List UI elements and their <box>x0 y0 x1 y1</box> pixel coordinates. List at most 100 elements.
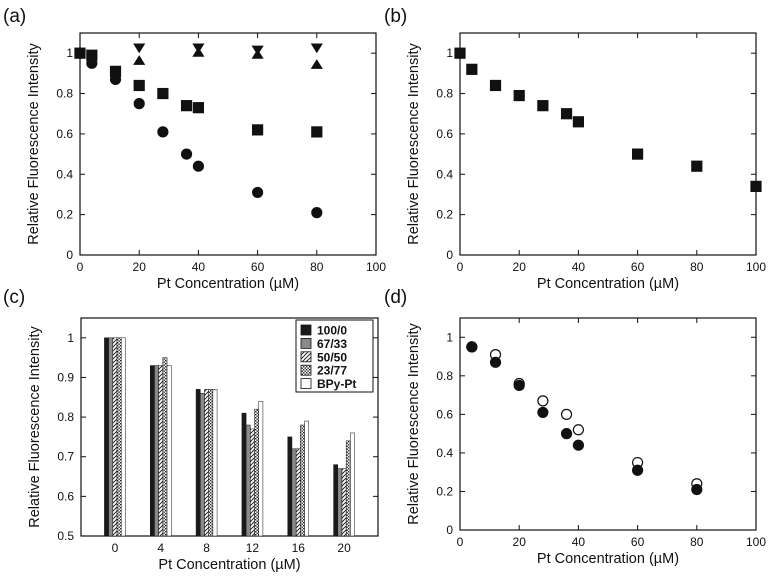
data-point-circle <box>86 57 98 69</box>
data-point-circle <box>180 148 193 160</box>
x-tick-label: 12 <box>246 541 260 555</box>
data-point-circle <box>109 73 122 86</box>
legend-label: 23/77 <box>317 364 347 378</box>
bar <box>208 389 214 537</box>
data-point-square <box>631 148 644 160</box>
y-tick-label: 0.9 <box>57 370 74 384</box>
bar <box>333 464 339 537</box>
bar <box>120 337 126 537</box>
x-tick-label: 80 <box>690 535 704 549</box>
bar <box>295 448 301 537</box>
data-point-triangle-up <box>192 47 205 57</box>
y-tick-label: 0.6 <box>436 127 453 141</box>
x-tick-label: 60 <box>631 260 645 274</box>
x-tick-label: 80 <box>690 260 704 274</box>
data-point-circle <box>513 379 525 392</box>
data-point-square <box>133 79 145 92</box>
panel-label: (d) <box>384 287 407 308</box>
data-point-square <box>180 100 193 112</box>
plot-frame <box>80 317 379 537</box>
chart-layer: (a) Pt Concentration (µM) Relative Fluores… <box>3 6 766 573</box>
bar <box>300 424 305 537</box>
bar <box>116 337 122 537</box>
x-tick-label: 60 <box>631 535 645 549</box>
legend-swatch <box>300 378 312 390</box>
data-point-circle <box>691 483 703 496</box>
data-point-circle <box>133 98 145 110</box>
y-axis-label: Relative Fluorescence Intensity <box>27 326 43 528</box>
legend-label: 100/0 <box>317 324 347 338</box>
plot-frame <box>459 32 757 256</box>
bar <box>245 424 251 537</box>
data-point-square <box>691 160 703 172</box>
data-point-circle <box>537 395 549 407</box>
panel-label: (a) <box>3 6 26 27</box>
data-point-circle <box>572 439 585 451</box>
x-tick-label: 100 <box>366 260 386 274</box>
bar <box>241 412 247 537</box>
data-point-square <box>157 87 169 100</box>
legend-swatch <box>300 337 312 349</box>
chart-panel-a: (a) Pt Concentration (µM) Relative Fluores… <box>3 6 386 292</box>
y-tick-label: 0.8 <box>56 87 73 101</box>
legend-label: BPy-Pt <box>317 377 356 391</box>
x-axis-label: Pt Concentration (µM) <box>158 557 300 573</box>
x-tick-label: 100 <box>746 535 766 549</box>
data-point-circle <box>311 207 323 219</box>
bar <box>350 432 355 537</box>
data-point-circle <box>252 186 264 199</box>
plot-frame <box>459 317 757 531</box>
data-point-triangle-up <box>251 49 264 59</box>
bar <box>304 420 309 537</box>
data-point-circle <box>157 126 169 138</box>
bar <box>287 436 293 537</box>
data-point-circle <box>560 408 573 420</box>
y-tick-label: 0.8 <box>436 369 453 383</box>
y-tick-label: 1 <box>66 46 73 60</box>
data-point-circle <box>74 47 86 59</box>
bar <box>200 393 205 537</box>
legend-swatch <box>300 351 312 363</box>
data-point-square <box>572 116 585 128</box>
bar <box>195 389 201 537</box>
y-tick-label: 0.5 <box>57 529 74 543</box>
y-tick-label: 1 <box>446 46 453 60</box>
bar <box>158 365 164 537</box>
data-point-square <box>489 79 502 92</box>
y-tick-label: 1 <box>67 331 74 345</box>
bar <box>162 357 168 537</box>
data-point-square <box>537 100 549 112</box>
x-axis-label: Pt Concentration (µM) <box>157 276 299 292</box>
bar <box>112 337 118 537</box>
x-tick-label: 100 <box>746 260 766 274</box>
bar <box>166 365 172 537</box>
chart-panel-d: (d) Pt Concentration (µM) Relative Fluores… <box>384 287 766 567</box>
data-point-square <box>560 108 573 120</box>
y-tick-label: 0.2 <box>436 484 453 498</box>
y-axis-label: Relative Fluorescence Intensity <box>26 43 42 245</box>
x-tick-label: 0 <box>457 535 464 549</box>
x-tick-label: 20 <box>513 535 527 549</box>
panel-label: (b) <box>384 6 407 27</box>
data-point-triangle-down <box>310 43 323 54</box>
chart-panel-c: (c) Pt Concentration (µM) Relative Fluores… <box>3 287 379 573</box>
bar <box>337 468 343 537</box>
x-tick-label: 16 <box>292 541 306 555</box>
data-point-circle <box>631 464 644 476</box>
y-tick-label: 0 <box>446 523 453 537</box>
x-tick-label: 40 <box>572 260 586 274</box>
data-point-square <box>192 102 204 114</box>
y-tick-label: 0.6 <box>56 127 73 141</box>
data-point-circle <box>572 424 585 436</box>
legend-swatch <box>300 324 312 336</box>
y-tick-label: 0.6 <box>57 489 74 503</box>
x-tick-label: 20 <box>513 260 527 274</box>
bar <box>204 389 209 537</box>
y-tick-label: 0.4 <box>436 167 453 181</box>
x-axis-label: Pt Concentration (µM) <box>537 551 679 567</box>
x-tick-label: 80 <box>310 260 324 274</box>
data-point-triangle-down <box>133 43 146 54</box>
y-tick-label: 1 <box>446 330 453 344</box>
